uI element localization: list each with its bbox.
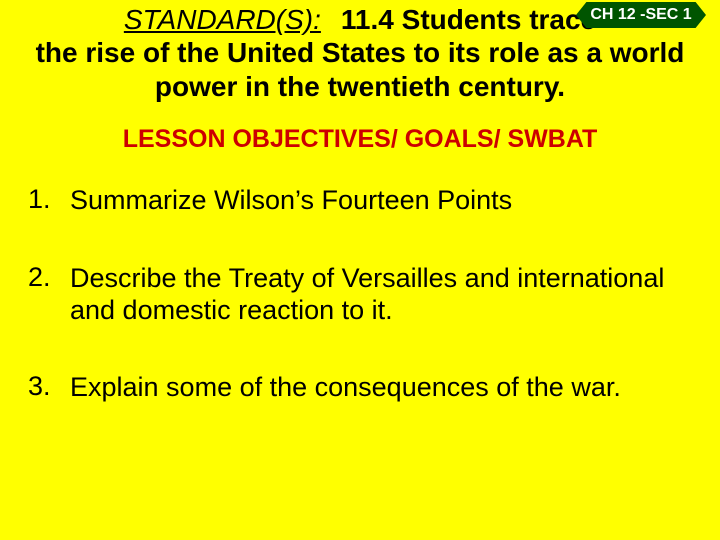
objective-text: Explain some of the consequences of the … bbox=[70, 371, 692, 403]
list-item: 3. Explain some of the consequences of t… bbox=[28, 371, 692, 403]
standard-continuation: the rise of the United States to its rol… bbox=[10, 36, 710, 103]
list-item: 2. Describe the Treaty of Versailles and… bbox=[28, 262, 692, 327]
objectives-heading: LESSON OBJECTIVES/ GOALS/ SWBAT bbox=[0, 125, 720, 154]
list-item: 1. Summarize Wilson’s Fourteen Points bbox=[28, 184, 692, 216]
objective-number: 3. bbox=[28, 371, 70, 402]
standard-text-line1 bbox=[325, 4, 341, 35]
standard-text-continuation: 11.4 Students trace bbox=[341, 4, 596, 35]
standard-label: STANDARD(S): bbox=[124, 4, 321, 35]
objectives-list: 1. Summarize Wilson’s Fourteen Points 2.… bbox=[0, 184, 720, 404]
objective-number: 1. bbox=[28, 184, 70, 215]
objective-text: Describe the Treaty of Versailles and in… bbox=[70, 262, 692, 327]
objective-text: Summarize Wilson’s Fourteen Points bbox=[70, 184, 692, 216]
chapter-badge: CH 12 -SEC 1 bbox=[576, 2, 706, 28]
header-section: CH 12 -SEC 1 STANDARD(S): 11.4 Students … bbox=[0, 0, 720, 113]
objective-number: 2. bbox=[28, 262, 70, 293]
